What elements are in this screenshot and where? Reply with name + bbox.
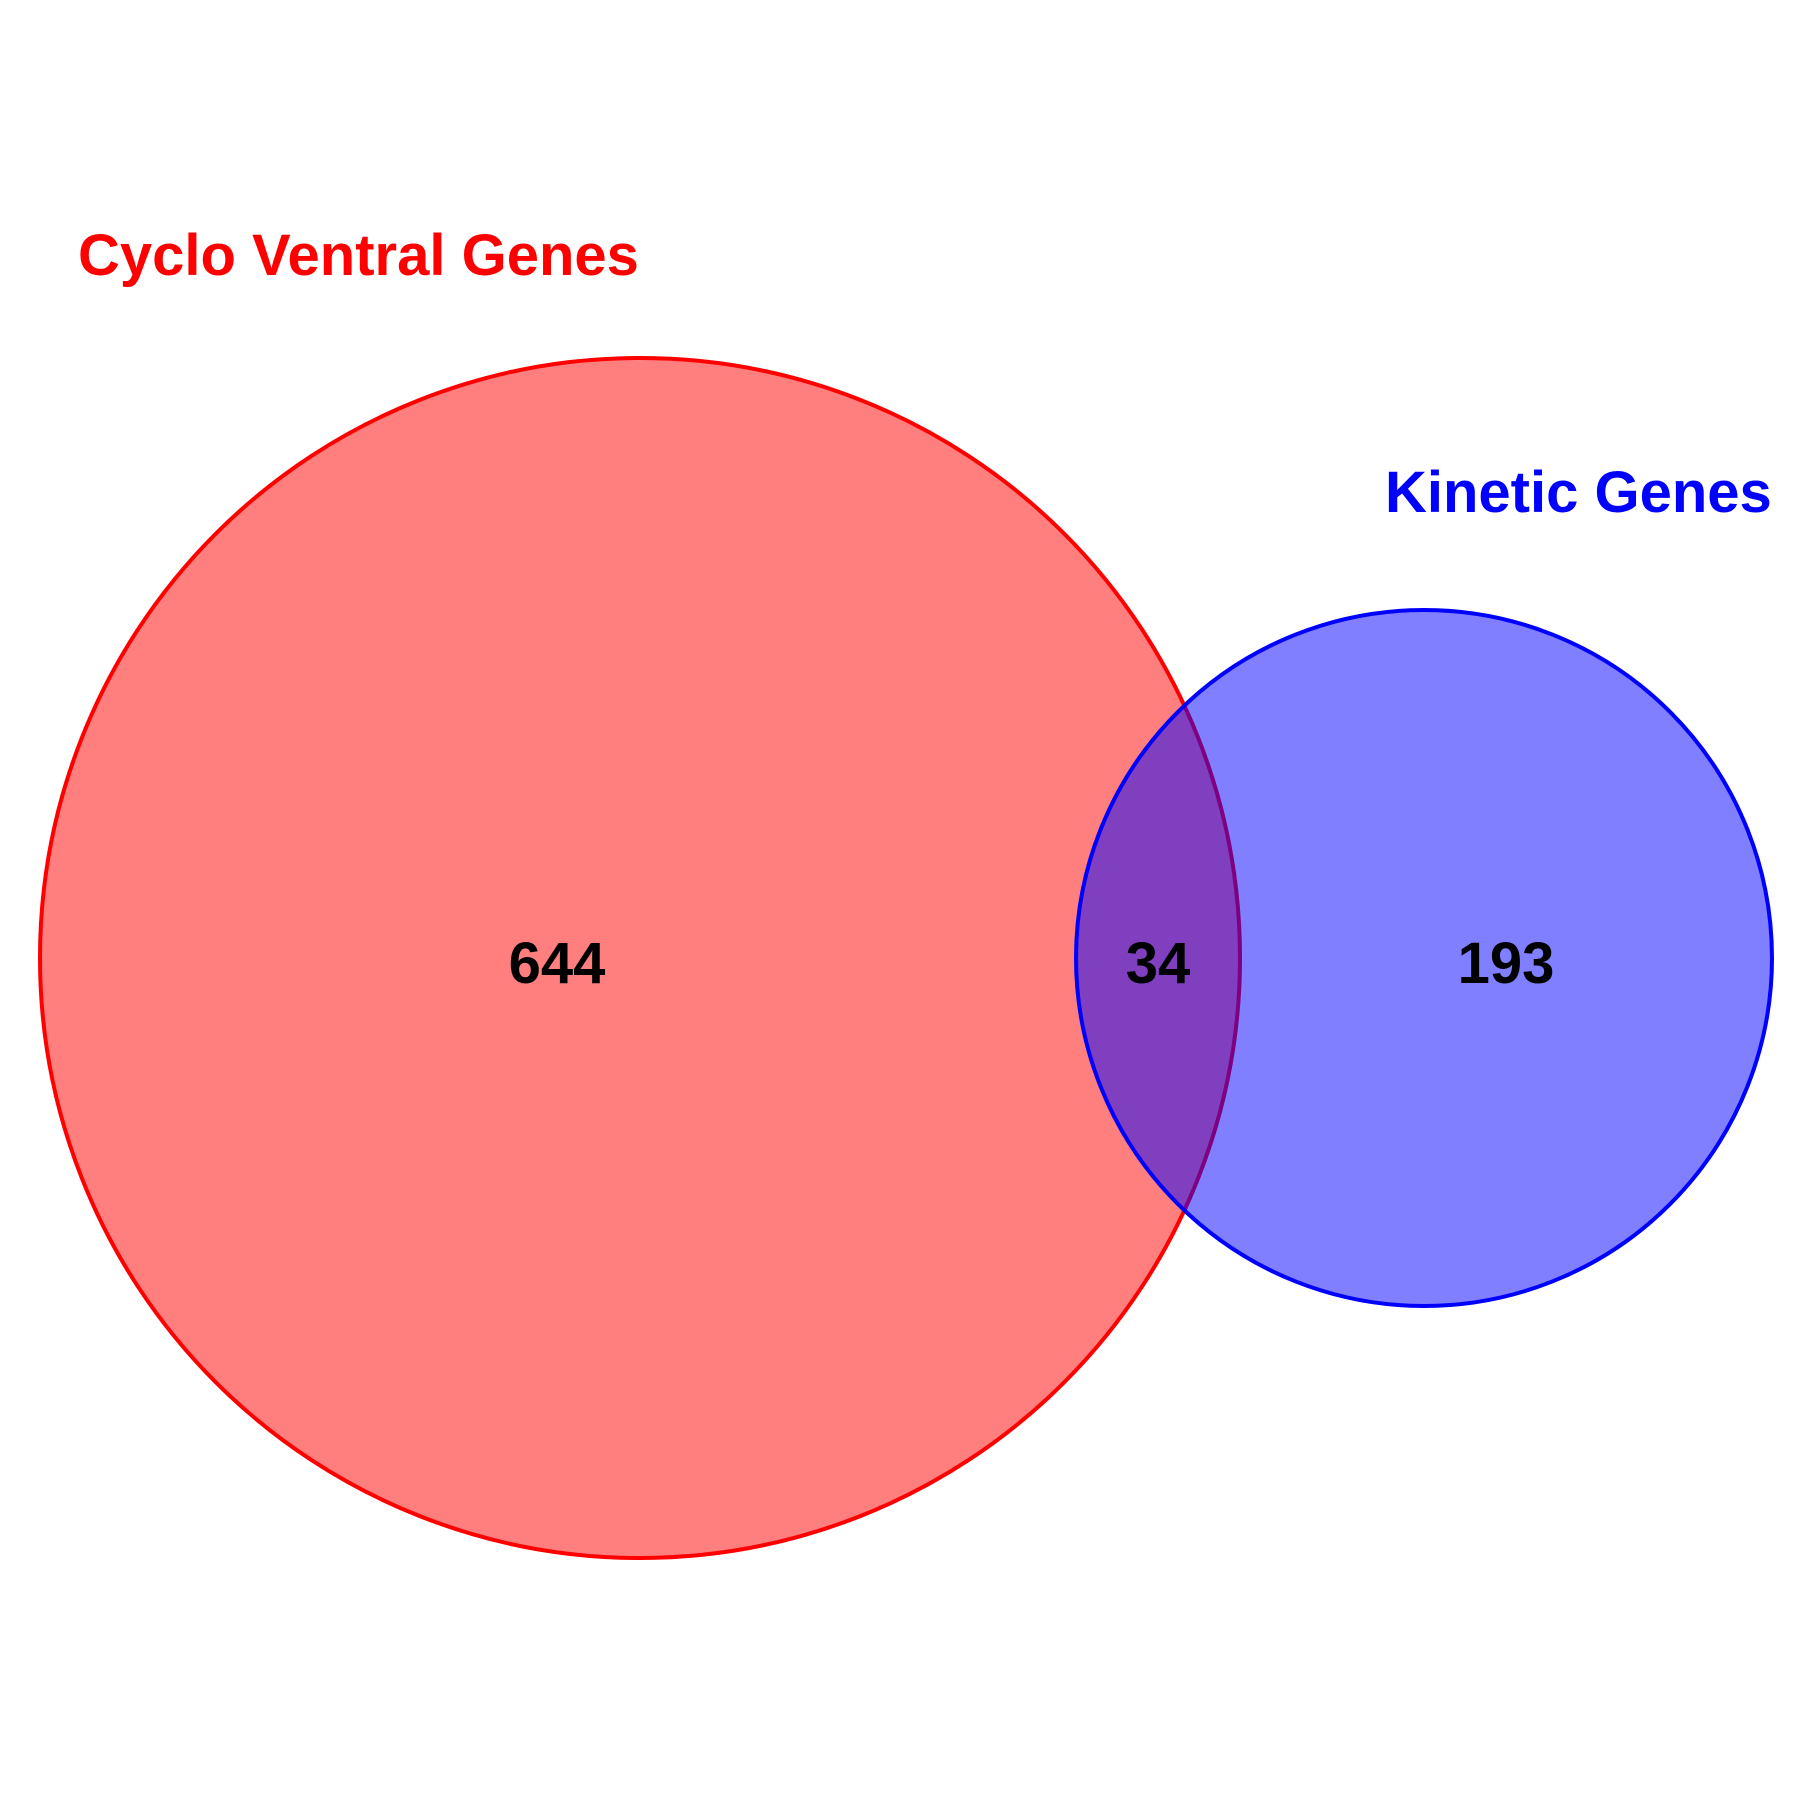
set-b-circle (1074, 608, 1774, 1308)
set-a-label: Cyclo Ventral Genes (78, 223, 639, 288)
count-overlap: 34 (1126, 931, 1191, 996)
set-a-circle (38, 356, 1242, 1560)
set-b-label: Kinetic Genes (1385, 460, 1772, 525)
count-b-only: 193 (1458, 931, 1555, 996)
count-a-only: 644 (509, 931, 606, 996)
